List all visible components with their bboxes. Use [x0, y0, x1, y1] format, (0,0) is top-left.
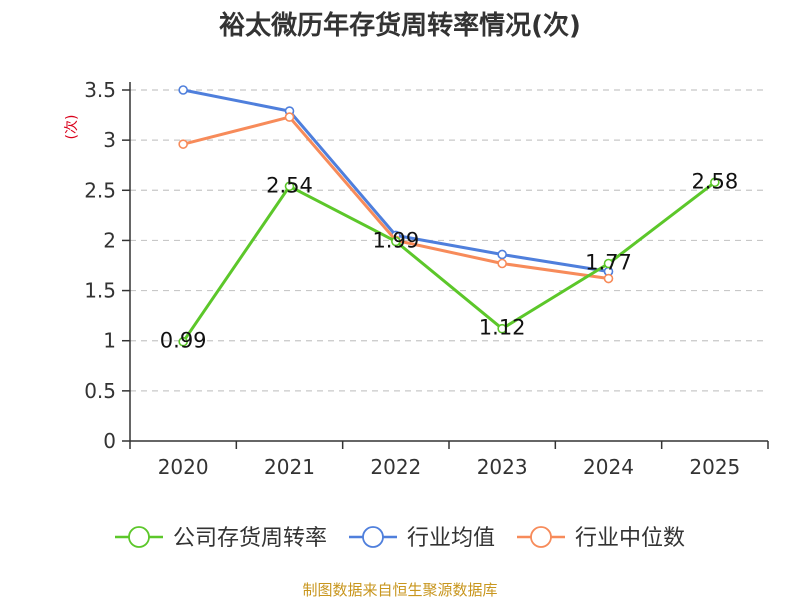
data-labels: 0.99 2.54 1.99 1.12 1.77 2.58 [160, 169, 738, 352]
grid-lines [130, 89, 768, 392]
y-tick-labels: 0 0.5 1 1.5 2 2.5 3 3.5 [84, 78, 116, 453]
data-point [497, 258, 507, 269]
data-label: 2.58 [691, 169, 738, 193]
y-tick-label: 2 [103, 228, 116, 252]
legend-item: 行业均值 [349, 526, 495, 551]
data-point [603, 273, 614, 284]
x-tick-label: 2020 [158, 455, 209, 479]
data-label: 0.99 [160, 329, 207, 353]
legend-marker [128, 526, 150, 548]
y-tick-label: 2.5 [84, 178, 116, 202]
data-point [497, 323, 507, 334]
y-tick-label: 3 [103, 128, 116, 152]
legend-item: 公司存货周转率 [115, 526, 327, 551]
legend: 公司存货周转率 行业均值 行业中位数 [115, 526, 685, 551]
source-note: 制图数据来自恒生聚源数据库 [302, 581, 497, 599]
chart-title: 裕太微历年存货周转率情况(次) [219, 10, 581, 41]
x-tick-label: 2022 [370, 455, 421, 479]
y-tick-label: 0 [103, 429, 116, 453]
data-label: 1.77 [585, 250, 632, 274]
y-axis-label: (次) [64, 115, 80, 140]
data-point [178, 85, 188, 95]
data-label: 2.54 [266, 173, 313, 197]
legend-label: 行业均值 [407, 526, 495, 551]
data-label: 1.99 [372, 228, 419, 252]
y-tick-label: 0.5 [84, 379, 116, 403]
legend-label: 公司存货周转率 [173, 526, 327, 551]
data-point [603, 258, 614, 269]
data-point [497, 249, 507, 260]
data-point [391, 236, 401, 247]
legend-item: 行业中位数 [517, 526, 685, 551]
data-point [178, 139, 188, 149]
legend-marker [362, 526, 384, 548]
legend-label: 行业中位数 [575, 526, 685, 551]
y-tick-label: 1.5 [84, 279, 116, 303]
data-label: 1.12 [479, 316, 526, 340]
x-tick-labels: 2020 2021 2022 2023 2024 2025 [158, 455, 741, 479]
x-tick-label: 2023 [477, 455, 528, 479]
data-point [710, 177, 720, 188]
y-tick-label: 1 [103, 329, 116, 353]
data-point [284, 112, 295, 122]
series-group [178, 85, 720, 347]
x-tick-label: 2025 [689, 455, 740, 479]
series-line [181, 181, 716, 343]
y-tick-label: 3.5 [84, 78, 116, 102]
x-tick-label: 2024 [583, 455, 634, 479]
axes [122, 82, 769, 449]
data-point [284, 181, 295, 192]
series-line [182, 115, 609, 280]
legend-marker [530, 526, 552, 548]
data-point [178, 336, 188, 347]
x-tick-label: 2021 [264, 455, 315, 479]
